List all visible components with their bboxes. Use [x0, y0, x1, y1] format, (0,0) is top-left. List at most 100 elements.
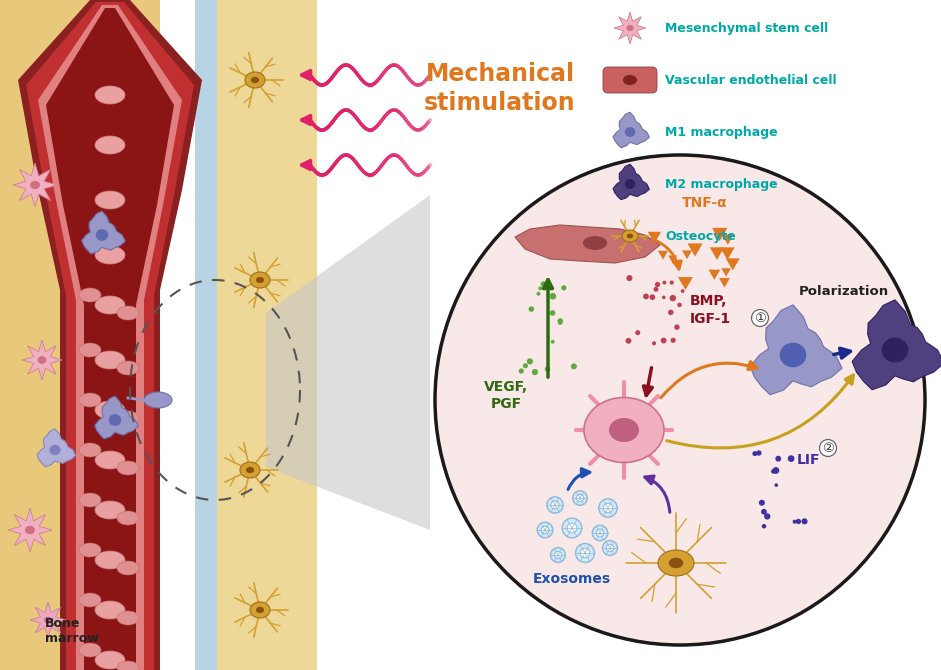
Ellipse shape	[758, 500, 765, 506]
Polygon shape	[8, 508, 52, 552]
Ellipse shape	[609, 418, 639, 442]
Ellipse shape	[256, 607, 264, 613]
Ellipse shape	[95, 551, 125, 569]
Ellipse shape	[95, 191, 125, 209]
Circle shape	[554, 551, 562, 559]
Circle shape	[435, 155, 925, 645]
Ellipse shape	[95, 651, 125, 669]
Ellipse shape	[796, 519, 801, 524]
Ellipse shape	[536, 292, 540, 295]
Text: M1 macrophage: M1 macrophage	[665, 125, 777, 139]
Circle shape	[562, 518, 582, 538]
Ellipse shape	[655, 282, 661, 287]
Ellipse shape	[79, 393, 101, 407]
Circle shape	[603, 503, 613, 513]
Circle shape	[537, 522, 552, 538]
Ellipse shape	[95, 401, 125, 419]
Circle shape	[592, 525, 608, 541]
Polygon shape	[515, 225, 660, 263]
FancyBboxPatch shape	[0, 0, 160, 670]
Ellipse shape	[774, 483, 778, 487]
Ellipse shape	[780, 342, 806, 367]
Ellipse shape	[583, 236, 607, 250]
Polygon shape	[853, 300, 941, 390]
Ellipse shape	[584, 397, 664, 462]
Ellipse shape	[529, 306, 534, 312]
Ellipse shape	[117, 461, 139, 475]
Circle shape	[598, 498, 617, 517]
Ellipse shape	[675, 324, 679, 330]
Ellipse shape	[653, 287, 659, 291]
Text: ②: ②	[822, 442, 834, 454]
Ellipse shape	[38, 356, 46, 364]
Ellipse shape	[627, 275, 632, 281]
Ellipse shape	[627, 25, 633, 31]
Ellipse shape	[117, 611, 139, 625]
Ellipse shape	[541, 281, 546, 287]
Ellipse shape	[117, 511, 139, 525]
Polygon shape	[266, 195, 430, 530]
Ellipse shape	[649, 294, 655, 300]
Ellipse shape	[532, 369, 538, 375]
Ellipse shape	[771, 469, 775, 474]
Ellipse shape	[117, 411, 139, 425]
Ellipse shape	[79, 288, 101, 302]
Ellipse shape	[792, 520, 797, 524]
Ellipse shape	[626, 338, 631, 344]
Ellipse shape	[95, 501, 125, 519]
Polygon shape	[18, 0, 202, 670]
Ellipse shape	[669, 558, 683, 568]
Ellipse shape	[95, 451, 125, 469]
Ellipse shape	[250, 602, 270, 618]
Polygon shape	[22, 340, 62, 380]
Text: M2 macrophage: M2 macrophage	[665, 178, 777, 190]
Polygon shape	[614, 12, 646, 44]
Ellipse shape	[775, 456, 781, 462]
Ellipse shape	[668, 310, 674, 315]
Ellipse shape	[761, 509, 767, 515]
Ellipse shape	[49, 445, 60, 455]
Ellipse shape	[79, 443, 101, 457]
Text: Osteocyte: Osteocyte	[665, 230, 736, 243]
Ellipse shape	[561, 285, 566, 291]
Ellipse shape	[635, 330, 640, 335]
Ellipse shape	[671, 338, 676, 343]
Ellipse shape	[753, 451, 758, 456]
Circle shape	[567, 523, 577, 533]
Ellipse shape	[625, 179, 635, 189]
Ellipse shape	[95, 246, 125, 264]
Text: BMP,
IGF-1: BMP, IGF-1	[690, 294, 731, 326]
Circle shape	[573, 490, 587, 505]
Ellipse shape	[622, 230, 638, 242]
Ellipse shape	[95, 351, 125, 369]
Text: Polarization: Polarization	[799, 285, 889, 298]
Ellipse shape	[550, 310, 555, 316]
Text: Exosomes: Exosomes	[533, 572, 611, 586]
Ellipse shape	[762, 524, 766, 529]
Ellipse shape	[250, 272, 270, 288]
Text: Mesenchymal stem cell: Mesenchymal stem cell	[665, 21, 828, 34]
Ellipse shape	[79, 493, 101, 507]
Ellipse shape	[652, 341, 656, 345]
Ellipse shape	[662, 295, 665, 299]
Ellipse shape	[558, 320, 563, 325]
Polygon shape	[614, 112, 649, 147]
Polygon shape	[82, 211, 125, 254]
Text: ①: ①	[754, 312, 766, 324]
Ellipse shape	[625, 127, 635, 137]
Circle shape	[550, 501, 559, 509]
Circle shape	[576, 543, 595, 563]
Ellipse shape	[109, 414, 121, 426]
Ellipse shape	[117, 661, 139, 670]
Text: Bone
marrow: Bone marrow	[45, 617, 99, 645]
Circle shape	[581, 548, 590, 557]
Ellipse shape	[44, 616, 52, 623]
Ellipse shape	[661, 338, 666, 344]
Ellipse shape	[882, 338, 908, 362]
Text: Vascular endothelial cell: Vascular endothelial cell	[665, 74, 837, 86]
Ellipse shape	[550, 340, 554, 344]
Ellipse shape	[623, 75, 637, 85]
Text: VEGF,
PGF: VEGF, PGF	[484, 380, 528, 411]
Ellipse shape	[557, 318, 563, 324]
Ellipse shape	[545, 366, 550, 372]
